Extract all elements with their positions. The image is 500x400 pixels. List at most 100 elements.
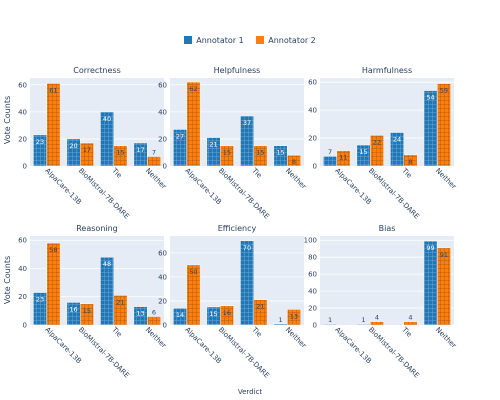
data-label: 15: [276, 149, 284, 157]
bar-annotator-2-tie: [113, 295, 128, 326]
subplot-title: Efficiency: [218, 224, 257, 233]
data-label: 37: [243, 119, 251, 127]
bar-annotator-1-neither: [133, 142, 148, 167]
bar-annotator-2-biomistral-7b-dare: [80, 303, 94, 326]
x-tick-label: BioMistral-7B-DARE: [77, 326, 131, 380]
bar-annotator-2-tie: [253, 145, 268, 167]
bar-annotator-1-neither: [423, 240, 438, 326]
y-tick-label: 40: [18, 265, 27, 273]
y-tick-label: 20: [158, 135, 167, 143]
x-tick-label: Tie: [400, 166, 414, 180]
y-tick-label: 0: [163, 163, 167, 171]
subplots: 0204060Correctness2361AlpaCare-13B2017Bi…: [18, 66, 458, 380]
data-label: 15: [256, 149, 264, 157]
data-label: 1: [328, 316, 332, 324]
bar-annotator-2-tie: [113, 145, 128, 167]
data-label: 23: [36, 138, 44, 146]
data-label: 8: [408, 158, 412, 166]
x-tick-label: Tie: [250, 325, 264, 339]
data-label: 13: [136, 310, 144, 318]
data-label: 59: [440, 87, 448, 95]
y-tick-label: 60: [158, 249, 167, 257]
bar-annotator-2-biomistral-7b-dare: [220, 145, 234, 167]
data-label: 24: [393, 135, 401, 143]
y-tick-label: 0: [313, 322, 317, 330]
data-label: 62: [189, 85, 197, 93]
x-tick-label: Tie: [250, 166, 264, 180]
data-label: 15: [359, 148, 367, 156]
y-tick-label: 20: [308, 135, 317, 143]
y-tick-label: 40: [158, 273, 167, 281]
y-tick-label: 60: [18, 237, 27, 245]
bar-annotator-1-neither: [133, 306, 148, 326]
data-label: 8: [292, 158, 296, 166]
x-tick-label: AlpaCare-13B: [333, 167, 373, 207]
y-tick-label: 20: [308, 305, 317, 313]
y-tick-label: 80: [308, 254, 317, 262]
x-tick-label: Neither: [434, 326, 458, 350]
data-label: 50: [189, 268, 197, 276]
subplot-helpfulness: 0 20 40 60 Helpfulness 27 62 AlpaCare-13B 21 15 Bi…: [158, 66, 308, 221]
data-label: 23: [36, 296, 44, 304]
bar-annotator-2-biomistral-7b-dare: [220, 305, 234, 326]
data-label: 40: [103, 115, 111, 123]
x-tick-label: Tie: [110, 325, 124, 339]
legend-item-annotator-2[interactable]: Annotator 2: [256, 36, 316, 45]
data-label: 15: [223, 149, 231, 157]
subplot-title: Reasoning: [76, 224, 118, 233]
bar-annotator-2-alpacare-13b: [46, 83, 61, 167]
data-label: 21: [209, 141, 217, 149]
bar-annotator-1-neither: [273, 323, 288, 326]
x-tick-label: AlpaCare-13B: [43, 167, 83, 207]
data-label: 1: [278, 316, 282, 324]
data-label: 58: [49, 246, 57, 254]
data-label: 21: [116, 298, 124, 306]
data-label: 14: [176, 311, 184, 319]
data-label: 7: [152, 149, 156, 157]
x-tick-label: Neither: [284, 326, 308, 350]
y-tick-label: 0: [313, 163, 317, 171]
y-tick-label: 0: [23, 163, 27, 171]
bar-annotator-2-biomistral-7b-dare: [80, 142, 94, 167]
y-tick-label: 60: [308, 79, 317, 87]
data-label: 4: [408, 314, 412, 322]
legend: Annotator 1 Annotator 2: [0, 36, 500, 45]
bar-annotator-2-alpacare-13b: [186, 264, 201, 326]
bar-annotator-2-neither: [287, 154, 301, 167]
y-tick-label: 60: [158, 81, 167, 89]
legend-item-annotator-1[interactable]: Annotator 1: [184, 36, 244, 45]
bar-annotator-2-biomistral-7b-dare: [370, 135, 384, 167]
bar-annotator-2-neither: [437, 247, 451, 326]
y-tick-label: 40: [18, 108, 27, 116]
x-tick-label: Neither: [284, 167, 308, 191]
bar-annotator-2-alpacare-13b: [46, 242, 61, 326]
data-label: 7: [328, 148, 332, 156]
x-tick-label: AlpaCare-13B: [333, 326, 373, 366]
data-label: 20: [69, 142, 77, 150]
x-tick-label: AlpaCare-13B: [43, 326, 83, 366]
bar-annotator-1-tie: [240, 115, 255, 167]
y-tick-label: 40: [308, 288, 317, 296]
bar-annotator-2-neither: [147, 156, 161, 167]
bar-annotator-1-tie: [100, 111, 114, 167]
data-label: 61: [49, 86, 57, 94]
data-label: 15: [209, 310, 217, 318]
subplot-correctness: 0 20 40 60 Correctness 23 61 AlpaCare-13B 20 17 Bi…: [18, 66, 168, 221]
data-label: 16: [223, 309, 231, 317]
data-label: 70: [243, 244, 251, 252]
y-tick-label: 60: [308, 271, 317, 279]
data-label: 15: [83, 307, 91, 315]
data-label: 17: [136, 146, 144, 154]
x-tick-label: BioMistral-7B-DARE: [217, 326, 271, 380]
bar-annotator-1-biomistral-7b-dare: [356, 323, 371, 326]
y-axis-title-bottom: Vote Counts: [3, 256, 12, 304]
bar-annotator-2-tie: [403, 154, 418, 167]
bar-annotator-2-neither: [147, 316, 161, 326]
x-axis-title: Verdict: [238, 388, 263, 396]
data-label: 22: [373, 138, 381, 146]
bar-annotator-1-tie: [100, 256, 114, 326]
y-tick-label: 0: [163, 322, 167, 330]
